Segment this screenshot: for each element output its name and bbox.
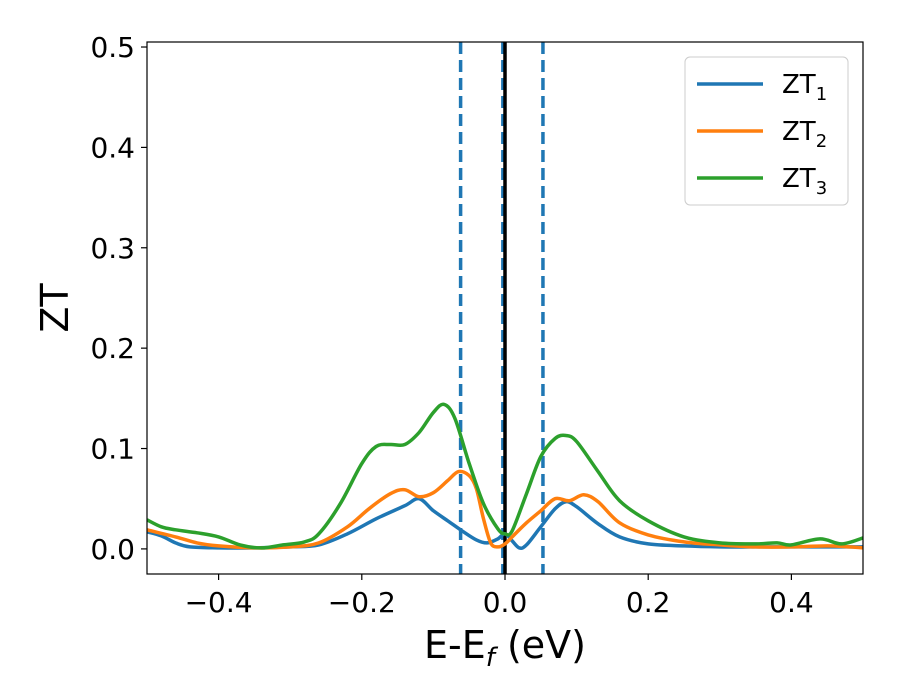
x-tick-label: 0.0 [483, 586, 528, 619]
legend-box [684, 56, 849, 206]
series-line-zt3 [147, 402, 863, 550]
series-lines [147, 402, 863, 550]
x-tick-label: 0.4 [769, 586, 814, 619]
y-tick-label: 0.3 [90, 232, 135, 265]
x-tick-label: 0.2 [626, 586, 671, 619]
y-axis-ticks: 0.0 0.1 0.2 0.3 0.4 0.5 [90, 31, 147, 566]
vertical-markers [458, 42, 545, 574]
legend-label-zt3: ZT3 [782, 164, 827, 199]
y-tick-label: 0.2 [90, 332, 135, 365]
y-tick-label: 0.4 [90, 131, 135, 164]
y-axis-label: ZT [33, 283, 77, 333]
legend-label-zt1: ZT1 [782, 70, 827, 105]
y-tick-label: 0.0 [90, 533, 135, 566]
x-axis-ticks: −0.4 −0.2 0.0 0.2 0.4 [185, 574, 814, 619]
y-tick-label: 0.1 [90, 433, 135, 466]
x-tick-label: −0.4 [185, 586, 253, 619]
legend: ZT1 ZT2 ZT3 [684, 56, 849, 206]
x-axis-label: E-Ef (eV) [424, 623, 586, 673]
y-tick-label: 0.5 [90, 31, 135, 64]
legend-label-zt2: ZT2 [782, 117, 827, 152]
x-tick-label: −0.2 [328, 586, 396, 619]
series-line-zt2 [147, 469, 863, 550]
